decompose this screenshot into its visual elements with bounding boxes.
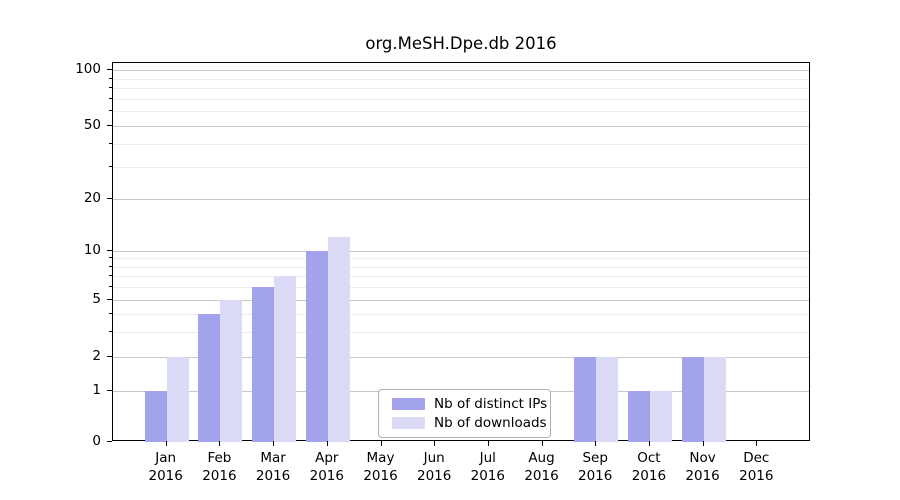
x-tick-nov <box>702 441 704 446</box>
legend-label-downloads: Nb of downloads <box>434 414 547 431</box>
y-tick-10 <box>107 250 112 251</box>
y-tick-label-5: 5 <box>92 291 101 307</box>
y-minor-tick-6 <box>109 286 112 288</box>
x-tick-sep <box>595 441 597 446</box>
y-tick-label-10: 10 <box>83 242 101 258</box>
x-label-mar: Mar 2016 <box>255 450 291 484</box>
x-tick-mar <box>273 441 275 446</box>
bar-downloads-oct <box>649 391 672 442</box>
y-minor-tick-70 <box>109 97 112 99</box>
y-tick-label-50: 50 <box>83 117 101 133</box>
x-tick-apr <box>326 441 328 446</box>
bar-distinct-ips-nov <box>681 357 704 442</box>
major-gridline-2 <box>113 357 809 358</box>
chart-title: org.MeSH.Dpe.db 2016 <box>365 34 557 53</box>
bar-distinct-ips-sep <box>574 357 597 442</box>
y-minor-tick-9 <box>109 257 112 259</box>
y-tick-0 <box>107 441 112 442</box>
bar-downloads-jan <box>166 357 189 442</box>
y-minor-tick-4 <box>109 312 112 314</box>
x-tick-may <box>380 441 382 446</box>
x-tick-jan <box>165 441 167 446</box>
y-tick-label-20: 20 <box>83 190 101 206</box>
bar-downloads-mar <box>274 276 297 442</box>
y-tick-label-0: 0 <box>92 433 101 449</box>
x-tick-dec <box>756 441 758 446</box>
bar-distinct-ips-oct <box>627 391 650 442</box>
x-label-sep: Sep 2016 <box>578 450 613 484</box>
y-minor-tick-3 <box>109 330 112 332</box>
y-minor-tick-7 <box>109 275 112 277</box>
y-tick-label-1: 1 <box>92 382 101 398</box>
bar-downloads-apr <box>327 237 350 442</box>
x-label-may: May 2016 <box>363 450 398 484</box>
x-label-aug: Aug 2016 <box>524 450 559 484</box>
minor-gridline-90 <box>113 78 809 80</box>
x-tick-jun <box>434 441 436 446</box>
y-tick-50 <box>107 125 112 126</box>
plot-area <box>112 62 810 442</box>
legend-swatch-distinct-ips <box>392 398 425 410</box>
x-label-nov: Nov 2016 <box>685 450 720 484</box>
x-label-feb: Feb 2016 <box>202 450 237 484</box>
y-minor-tick-30 <box>109 165 112 167</box>
minor-gridline-8 <box>113 266 809 268</box>
minor-gridline-7 <box>113 276 809 278</box>
x-tick-jul <box>487 441 489 446</box>
minor-gridline-30 <box>113 166 809 168</box>
x-label-dec: Dec 2016 <box>739 450 774 484</box>
minor-gridline-80 <box>113 88 809 89</box>
bar-downloads-feb <box>220 300 243 442</box>
y-tick-1 <box>107 390 112 391</box>
bar-distinct-ips-mar <box>252 287 275 442</box>
y-tick-label-100: 100 <box>75 61 101 77</box>
minor-gridline-6 <box>113 287 809 289</box>
minor-gridline-9 <box>113 258 809 260</box>
x-label-oct: Oct 2016 <box>631 450 667 484</box>
legend-item-distinct-ips: Nb of distinct IPs <box>392 395 550 412</box>
x-tick-oct <box>648 441 650 446</box>
major-gridline-10 <box>113 251 809 252</box>
x-label-jun: Jun 2016 <box>417 450 452 484</box>
x-tick-aug <box>541 441 543 446</box>
y-tick-label-2: 2 <box>92 348 101 364</box>
y-minor-tick-90 <box>109 77 112 79</box>
bar-distinct-ips-apr <box>305 251 328 442</box>
major-gridline-20 <box>113 199 809 200</box>
minor-gridline-40 <box>113 143 809 145</box>
legend: Nb of distinct IPs Nb of downloads <box>378 389 551 438</box>
y-minor-tick-80 <box>109 87 112 88</box>
y-tick-5 <box>107 299 112 300</box>
minor-gridline-70 <box>113 98 809 100</box>
bar-downloads-nov <box>703 357 726 442</box>
legend-swatch-downloads <box>392 417 425 429</box>
y-minor-tick-40 <box>109 142 112 144</box>
x-tick-feb <box>219 441 221 446</box>
bar-distinct-ips-feb <box>198 313 221 442</box>
y-tick-20 <box>107 198 112 199</box>
minor-gridline-3 <box>113 331 809 333</box>
major-gridline-50 <box>113 126 809 127</box>
y-minor-tick-8 <box>109 265 112 267</box>
legend-label-distinct-ips: Nb of distinct IPs <box>434 395 548 412</box>
minor-gridline-4 <box>113 313 809 315</box>
bar-downloads-sep <box>596 357 619 442</box>
minor-gridline-60 <box>113 111 809 113</box>
y-minor-tick-60 <box>109 110 112 112</box>
major-gridline-100 <box>113 70 809 71</box>
bar-distinct-ips-jan <box>144 391 167 442</box>
y-tick-2 <box>107 356 112 357</box>
major-gridline-5 <box>113 300 809 301</box>
legend-item-downloads: Nb of downloads <box>392 414 550 431</box>
x-label-apr: Apr 2016 <box>309 450 344 484</box>
x-label-jul: Jul 2016 <box>470 450 505 484</box>
x-label-jan: Jan 2016 <box>148 450 183 484</box>
y-tick-100 <box>107 69 112 70</box>
